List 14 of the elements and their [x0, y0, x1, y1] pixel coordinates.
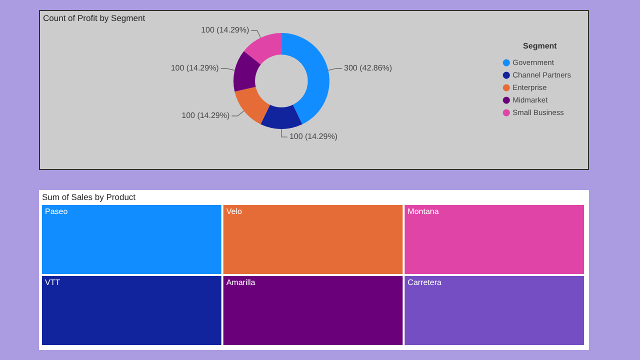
category-label: Paseo [45, 207, 68, 216]
legend-title: Segment [523, 42, 558, 51]
data-label: 100 (14.29%) [289, 132, 338, 142]
category-label: Carretera [408, 278, 442, 288]
data-label: 300 (42.86%) [344, 64, 392, 73]
data-label: 100 (14.29%) [182, 111, 230, 120]
text: Count of Profit by Segment [43, 13, 146, 23]
data-label: 100 (14.29%) [170, 64, 220, 73]
category-label: VTT [45, 278, 60, 288]
category-label: Montana [408, 207, 440, 216]
category-label: Amarilla [226, 278, 256, 288]
category-label: Velo [226, 207, 242, 216]
data-label: 100 (14.29%) [201, 26, 250, 35]
text: Sum of Sales by Product [42, 192, 136, 202]
